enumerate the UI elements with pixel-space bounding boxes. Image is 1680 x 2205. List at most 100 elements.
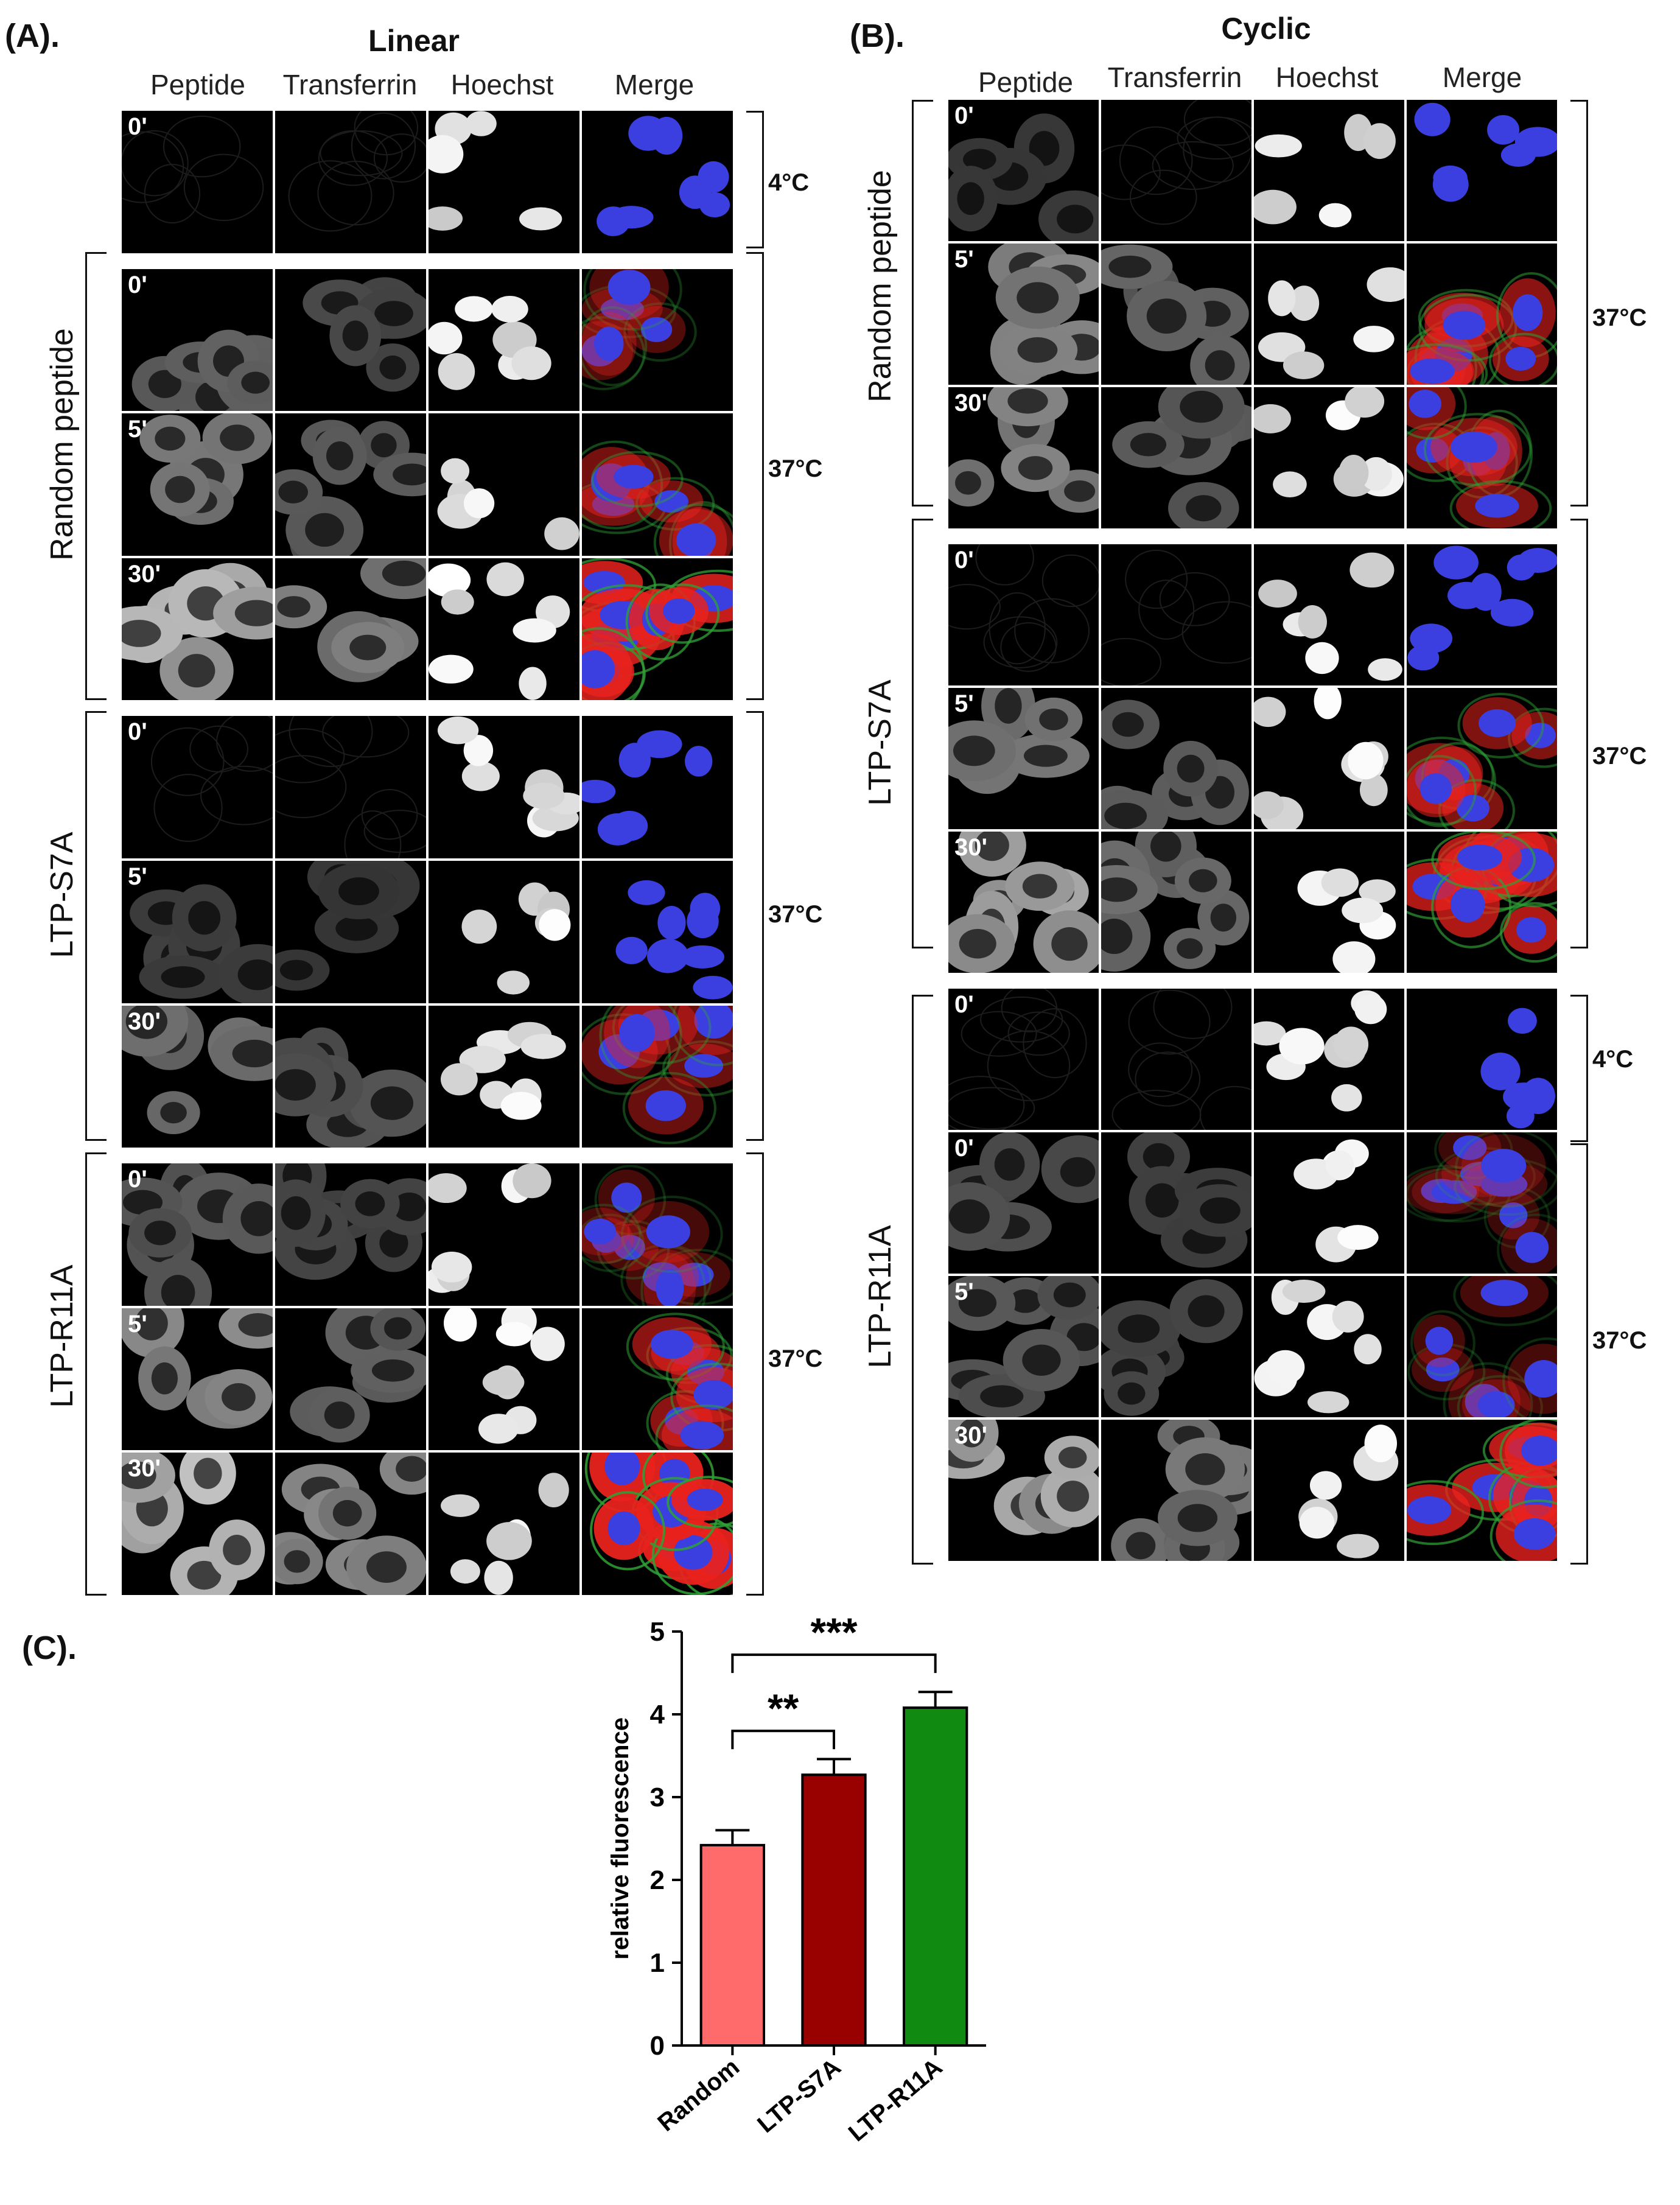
panel-a-image-r5-hoechst (429, 716, 579, 858)
panel-b-image-r5-hoechst (1254, 688, 1404, 829)
panel-a-image-r2-merge (582, 268, 733, 412)
panel-a-image-r4-transferrin (275, 558, 426, 701)
panel-b-temp-37c-random: 37°C (1592, 304, 1647, 331)
panel-a-image-r6-hoechst (429, 861, 579, 1003)
panel-b-image-r8-transferrin (1101, 1132, 1251, 1274)
sig-2-bracket (731, 1653, 937, 1674)
panel-b-time-label-r5: 5' (954, 690, 974, 717)
panel-b-image-r2-hoechst (1254, 244, 1404, 385)
panel-a-image-r2-hoechst (429, 268, 579, 412)
panel-a-image-r9-hoechst (429, 1308, 579, 1451)
panel-b-col-transferrin: Transferrin (1107, 61, 1242, 93)
panel-a-temp-37c-s7a: 37°C (768, 901, 823, 928)
panel-a-image-r1-hoechst (429, 111, 579, 253)
panel-a-image-r10-peptide: 30' (122, 1453, 273, 1595)
panel-a-image-r3-merge (582, 413, 733, 556)
sig-2-stars: *** (810, 1610, 857, 1655)
panel-a-time-label-r7: 30' (128, 1008, 161, 1035)
panel-b-image-r7-merge (1407, 989, 1557, 1130)
panel-b-col-peptide: Peptide (978, 66, 1073, 98)
panel-a-temp-37c-r11a: 37°C (768, 1345, 823, 1372)
panel-b-image-r5-transferrin (1101, 688, 1251, 829)
panel-b-image-r10-merge (1407, 1420, 1557, 1561)
panel-a-image-r7-hoechst (429, 1005, 579, 1148)
panel-a-image-r6-peptide: 5' (122, 861, 273, 1003)
panel-b-time-label-r9: 5' (954, 1278, 974, 1305)
panel-a-image-r8-transferrin (275, 1163, 426, 1306)
panel-b-time-label-r4: 0' (954, 547, 974, 573)
panel-a-image-r2-transferrin (275, 268, 426, 412)
panel-b-image-r1-hoechst (1254, 100, 1404, 241)
panel-a-image-r8-peptide: 0' (122, 1163, 273, 1306)
panel-a-image-r1-peptide: 0' (122, 111, 273, 253)
panel-a-label: (A). (5, 18, 60, 54)
panel-a-temp-4c: 4°C (768, 169, 810, 196)
panel-a-image-r3-hoechst (429, 413, 579, 556)
y-tick-label-1: 1 (650, 1948, 665, 1978)
panel-b-image-r6-peptide: 30' (948, 832, 1099, 973)
panel-b-bracket-r11a (912, 995, 933, 1565)
panel-b-image-r8-hoechst (1254, 1132, 1404, 1274)
panel-a-temp-37c-random: 37°C (768, 455, 823, 482)
bar-random (699, 1843, 766, 2047)
panel-a-time-label-r4: 30' (128, 560, 161, 587)
panel-a-time-label-r6: 5' (128, 863, 147, 890)
panel-a-image-r8-merge (582, 1163, 733, 1306)
panel-a-image-r10-merge (582, 1453, 733, 1595)
panel-a-image-r5-peptide: 0' (122, 716, 273, 858)
panel-a-image-r8-hoechst (429, 1163, 579, 1306)
panel-b-time-label-r8: 0' (954, 1135, 974, 1162)
panel-a-image-r5-transferrin (275, 716, 426, 858)
panel-a-image-r10-hoechst (429, 1453, 579, 1595)
panel-b-image-r4-hoechst (1254, 544, 1404, 685)
panel-b-image-r8-merge (1407, 1132, 1557, 1274)
panel-a-title: Linear (368, 24, 460, 58)
panel-b-time-label-r1: 0' (954, 102, 974, 129)
panel-b-bracket-37c-r11a (1570, 1143, 1588, 1565)
panel-a-image-r3-peptide: 5' (122, 413, 273, 556)
panel-b-image-r2-peptide: 5' (948, 244, 1099, 385)
panel-b-bracket-37c-s7a (1570, 519, 1588, 948)
panel-b-group-r11a: LTP-R11A (863, 1225, 898, 1369)
panel-a-image-r4-peptide: 30' (122, 558, 273, 701)
panel-b-image-r7-transferrin (1101, 989, 1251, 1130)
panel-b-image-r1-merge (1407, 100, 1557, 241)
panel-b-label: (B). (850, 18, 905, 54)
y-tick-label-2: 2 (650, 1865, 665, 1895)
panel-b-group-random: Random peptide (863, 170, 898, 402)
panel-a-image-r5-merge (582, 716, 733, 858)
panel-b-bracket-37c-random (1570, 100, 1588, 507)
panel-b-image-r7-peptide: 0' (948, 989, 1099, 1130)
panel-a-bracket-37c-random (746, 252, 764, 700)
y-tick-label-0: 0 (650, 2031, 665, 2061)
panel-b-temp-37c-r11a: 37°C (1592, 1327, 1647, 1354)
panel-b-image-r5-peptide: 5' (948, 688, 1099, 829)
panel-b-col-merge: Merge (1442, 61, 1522, 93)
panel-a-image-r7-transferrin (275, 1005, 426, 1148)
panel-b-time-label-r2: 5' (954, 246, 974, 273)
panel-b-group-s7a: LTP-S7A (863, 679, 898, 806)
panel-a-bracket-4c (746, 111, 764, 248)
panel-b-image-r4-merge (1407, 544, 1557, 685)
panel-b-title: Cyclic (1221, 12, 1311, 46)
panel-b-image-r3-merge (1407, 387, 1557, 528)
panel-b-bracket-4c (1570, 995, 1588, 1142)
panel-a-col-merge: Merge (614, 69, 695, 100)
panel-b-image-r6-transferrin (1101, 832, 1251, 973)
panel-b-image-r9-transferrin (1101, 1276, 1251, 1417)
panel-b-image-r9-hoechst (1254, 1276, 1404, 1417)
panel-b-image-r10-peptide: 30' (948, 1420, 1099, 1561)
panel-b-temp-4c: 4°C (1592, 1046, 1634, 1073)
x-tick-label-random: Random (653, 2053, 744, 2137)
panel-a-bracket-s7a (85, 711, 107, 1141)
panel-a-image-r7-merge (582, 1005, 733, 1148)
panel-b-image-r7-hoechst (1254, 989, 1404, 1130)
panel-b-temp-37c-s7a: 37°C (1592, 743, 1647, 769)
bar-ltp-s7a (801, 1773, 867, 2047)
panel-b-image-r5-merge (1407, 688, 1557, 829)
panel-b-image-r6-merge (1407, 832, 1557, 973)
panel-a-image-r2-peptide: 0' (122, 268, 273, 412)
panel-a-time-label-r9: 5' (128, 1310, 147, 1337)
panel-b-image-r9-merge (1407, 1276, 1557, 1417)
panel-c-label: (C). (22, 1630, 77, 1666)
